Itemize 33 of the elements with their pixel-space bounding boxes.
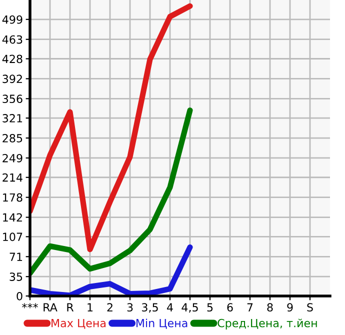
y-tick-label: 35 xyxy=(10,272,22,281)
y-tick-label: 499 xyxy=(2,15,22,24)
x-tick-label: 5 xyxy=(207,303,213,312)
y-tick-label: 285 xyxy=(2,134,22,142)
x-tick-label: 1 xyxy=(88,303,93,312)
y-tick-label: 463 xyxy=(2,35,22,44)
y-tick-label: 428 xyxy=(2,54,22,64)
x-tick-label: 6 xyxy=(227,303,233,312)
y-tick-label: 71 xyxy=(10,252,22,261)
y-tick-label: 356 xyxy=(2,94,22,104)
y-tick-label: 392 xyxy=(2,74,22,84)
x-tick-label: *** xyxy=(22,303,38,308)
x-tick-label: 7 xyxy=(247,303,253,312)
y-tick-label: 178 xyxy=(3,193,22,202)
y-tick-label: 142 xyxy=(3,213,22,222)
x-tick-label: 4,5 xyxy=(182,303,198,313)
y-tick-label: 0 xyxy=(16,292,22,300)
x-tick-label: RA xyxy=(44,303,58,312)
x-tick-label: S xyxy=(307,303,313,312)
y-tick-label: 321 xyxy=(2,114,22,122)
x-tick-label: 9 xyxy=(287,303,293,312)
legend-label: Min Цена xyxy=(136,318,188,329)
y-tick-label: 214 xyxy=(2,173,22,182)
y-tick-label: 249 xyxy=(2,154,22,162)
x-tick-label: 4 xyxy=(167,303,173,312)
legend-label: Сред.Цена, т.йен xyxy=(218,318,317,330)
legend-label: Max Цена xyxy=(52,319,106,329)
x-tick-label: R xyxy=(67,303,74,312)
x-tick-label: 3,5 xyxy=(142,303,158,313)
x-tick-label: 2 xyxy=(107,303,112,312)
y-tick-label: 107 xyxy=(3,232,22,242)
x-tick-label: 3 xyxy=(127,303,133,312)
x-tick-label: 8 xyxy=(267,303,273,312)
